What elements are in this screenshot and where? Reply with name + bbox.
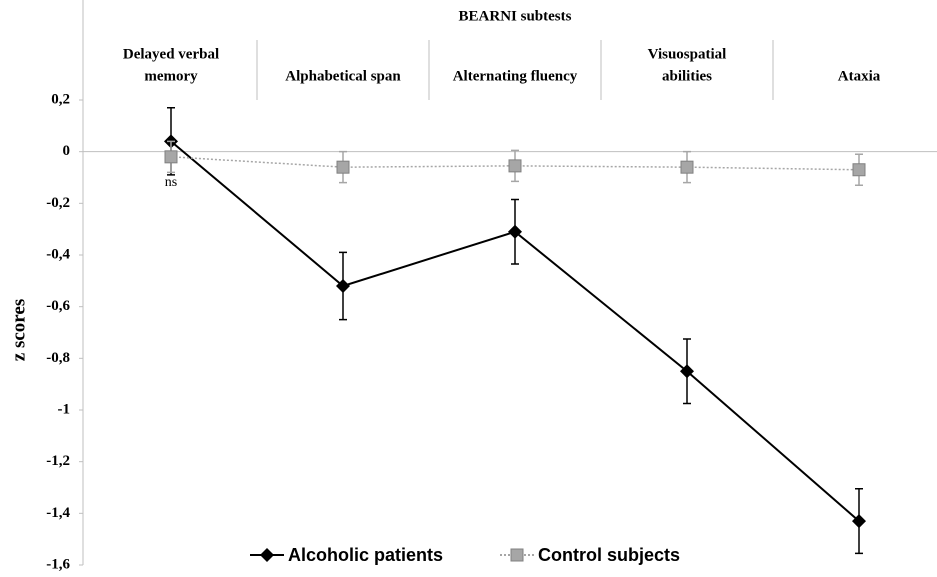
category-label: memory [144,68,198,84]
category-label: Alphabetical span [285,68,401,84]
legend-marker [510,548,524,562]
legend-label: Alcoholic patients [288,545,443,565]
legend-label: Control subjects [538,545,680,565]
point [508,224,522,239]
point [336,160,350,174]
point [164,150,178,164]
y-tick-label: -0,4 [46,246,70,262]
y-tick-label: 0 [63,143,71,159]
point [680,160,694,174]
category-label: Alternating fluency [453,68,578,84]
y-tick-label: -1,2 [46,453,70,469]
y-tick-label: 0,2 [51,91,70,107]
y-tick-label: -1 [58,401,71,417]
series-line [170,140,860,522]
category-label: Visuospatial [648,46,727,62]
point [852,163,866,177]
category-label: Delayed verbal [123,46,219,62]
legend-marker [260,548,274,562]
point [508,159,522,173]
y-tick-label: -0,8 [46,350,70,366]
annotation: ns [165,175,177,190]
y-tick-label: -0,6 [46,298,70,314]
point [680,364,694,379]
chart-title: BEARNI subtests [459,8,572,24]
y-axis-title: z scores [8,299,29,361]
y-tick-label: -1,4 [46,505,70,521]
category-label: Ataxia [838,68,881,84]
point [336,279,350,293]
category-label: abilities [662,68,712,84]
y-tick-label: -0,2 [46,195,70,211]
point [852,514,866,529]
y-tick-label: -1,6 [46,556,70,572]
